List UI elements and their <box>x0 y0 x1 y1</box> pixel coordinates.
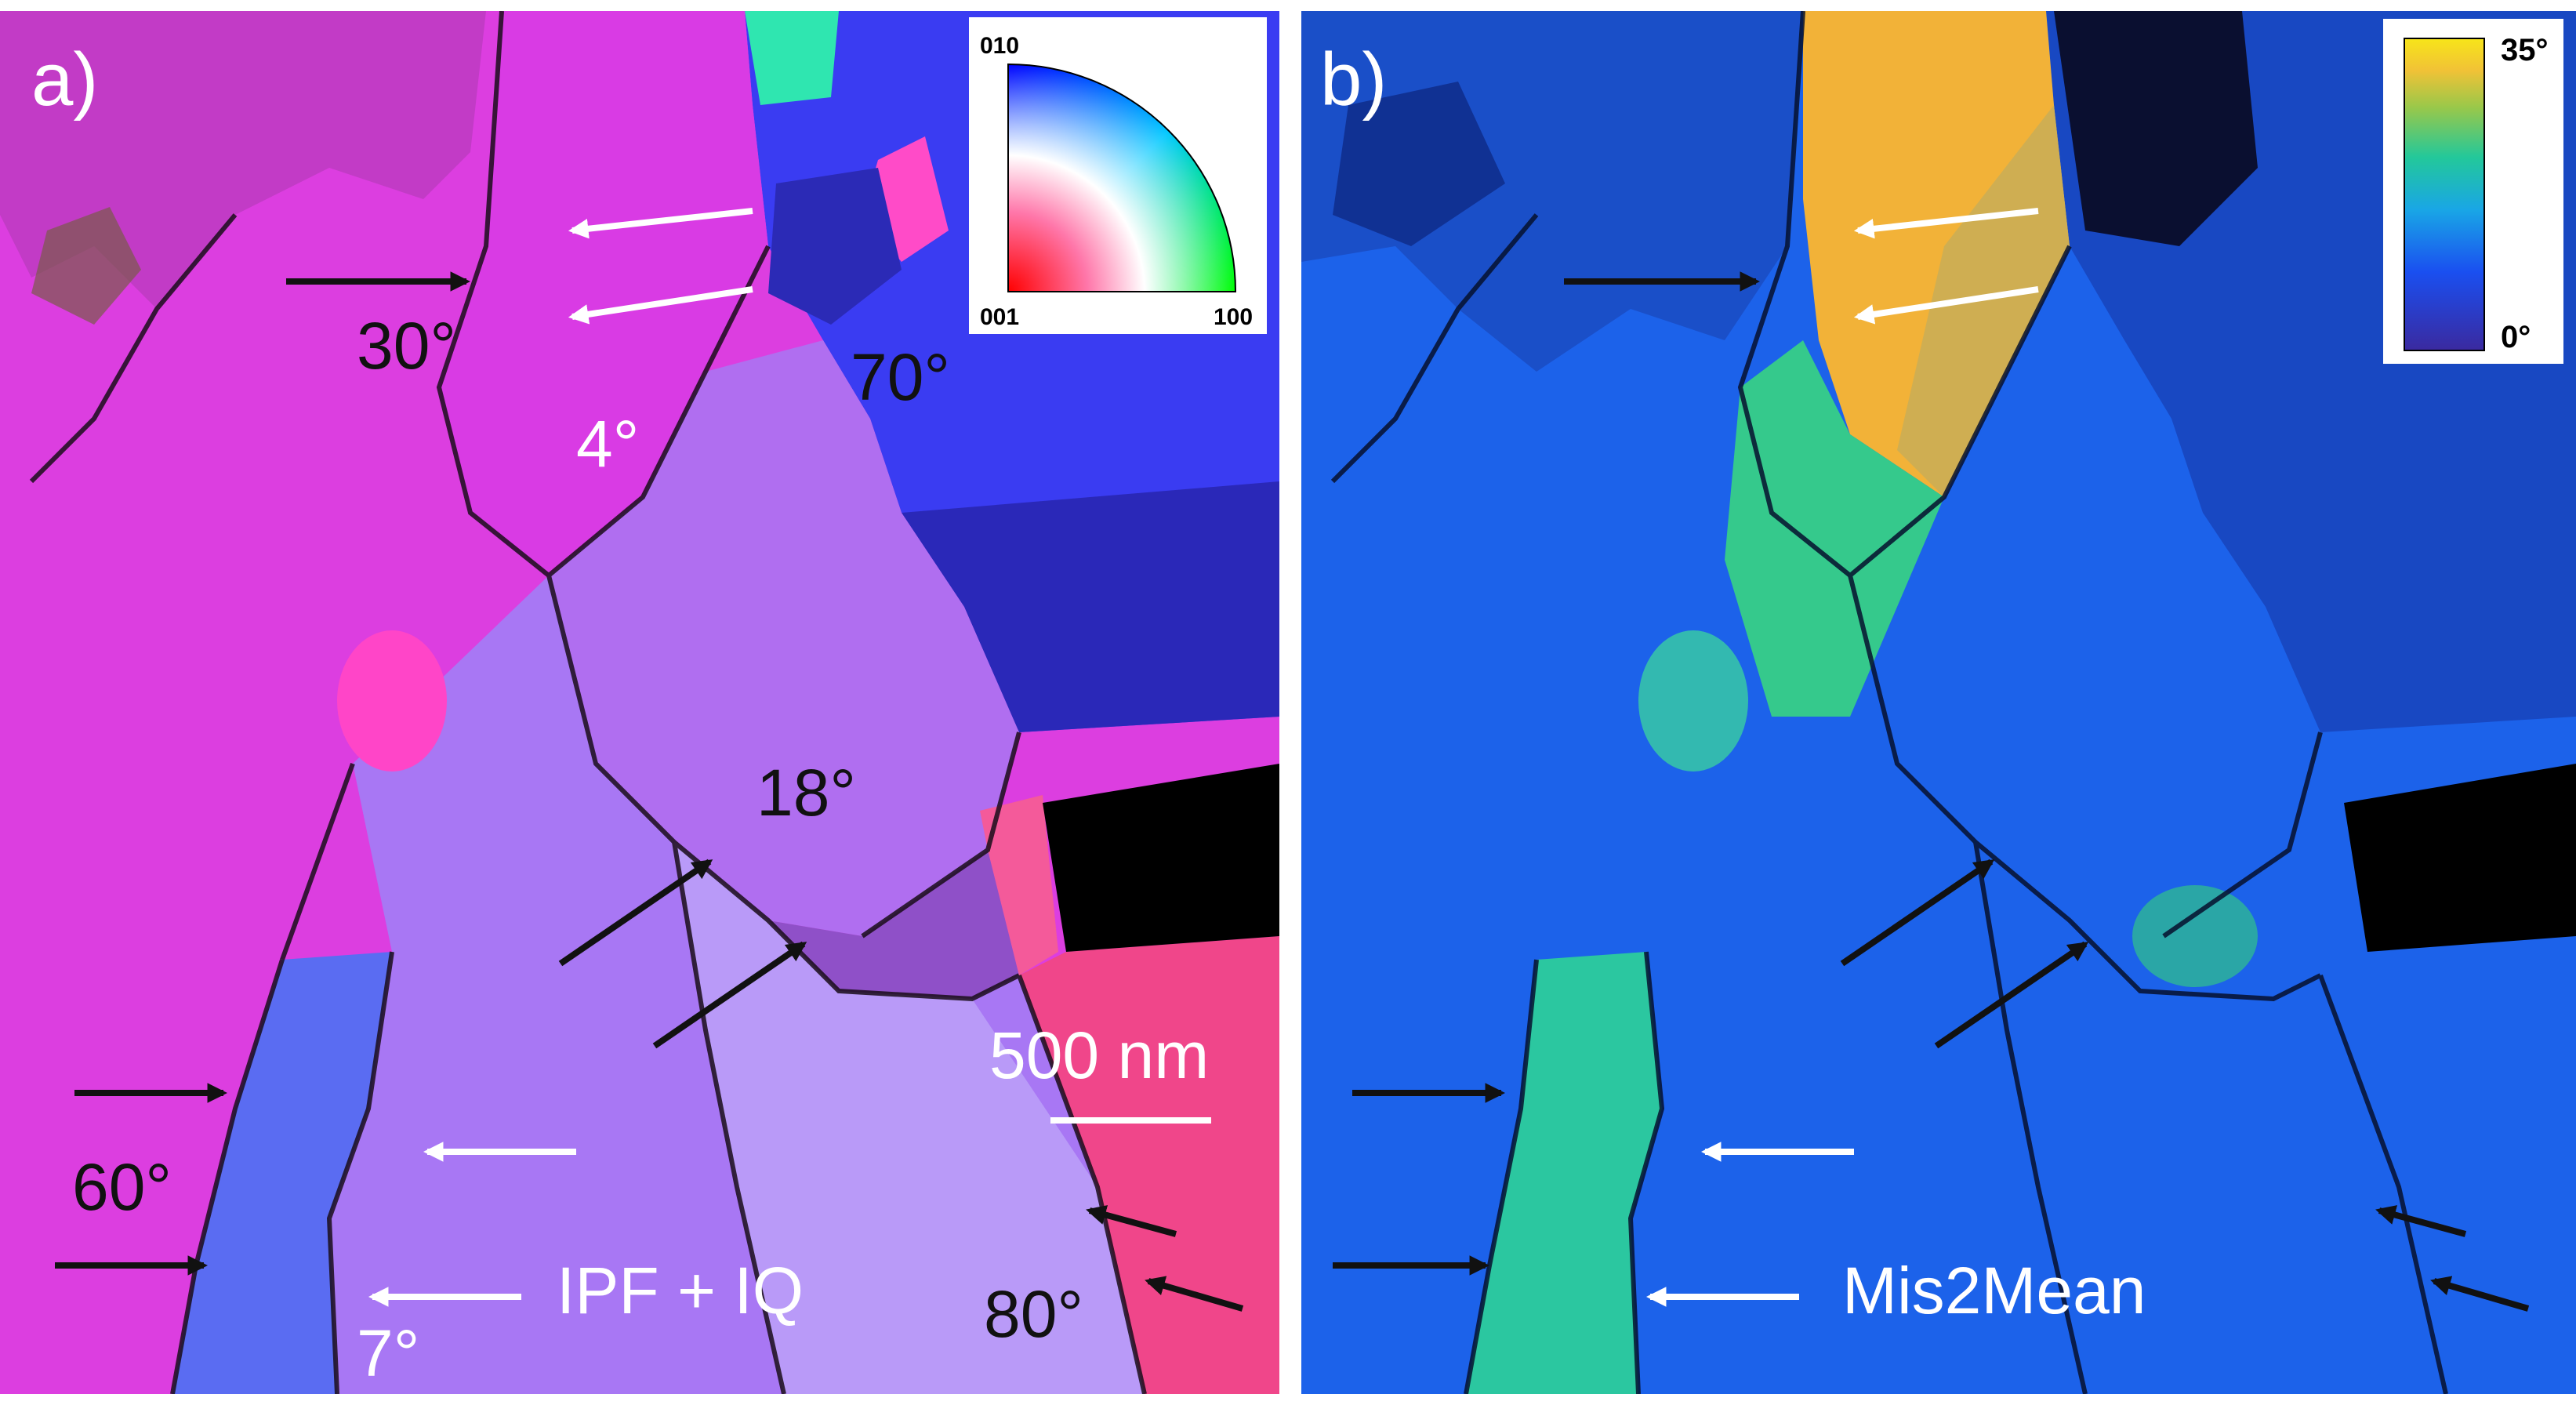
panel-b-label: b) <box>1320 38 1388 122</box>
ipf-triangle: 010 001 100 <box>980 33 1253 330</box>
angle-label: 18° <box>756 756 857 830</box>
panel-a-label: a) <box>31 38 99 122</box>
black-arrow <box>1086 1205 1177 1237</box>
black-arrow <box>652 941 807 1049</box>
colorbar-key: 35° 0° <box>2383 19 2563 364</box>
panel-a-caption: IPF + IQ <box>557 1254 804 1327</box>
white-arrow <box>568 208 753 239</box>
angle-label: 4° <box>576 407 640 481</box>
white-arrow <box>568 286 753 325</box>
colorbar-gradient <box>2404 38 2485 351</box>
legend-100: 100 <box>1214 304 1253 330</box>
ipf-color-key: 010 001 100 <box>969 17 1267 334</box>
angle-label: 70° <box>851 340 951 414</box>
black-arrow <box>2430 1276 2530 1312</box>
black-arrow <box>1934 941 2089 1049</box>
black-arrow <box>1145 1276 1244 1312</box>
panel-b-caption: Mis2Mean <box>1842 1254 2146 1327</box>
panel-a-ipf-map: a) 30° 4° 70° 18° 60° 7° 80° 500 nm IPF … <box>0 11 1279 1394</box>
black-arrow <box>1840 859 1995 967</box>
angle-label: 60° <box>72 1150 172 1224</box>
panel-b-mis2mean-map: b) Mis2Mean 35° 0° <box>1301 11 2576 1394</box>
angle-label: 7° <box>357 1316 420 1390</box>
black-arrow <box>558 859 713 967</box>
panel-a-arrows <box>55 208 1244 1312</box>
scale-bar-label: 500 nm <box>989 1018 1210 1092</box>
angle-label: 30° <box>357 309 457 383</box>
colorbar-min-label: 0° <box>2501 320 2531 354</box>
legend-010: 010 <box>980 33 1019 59</box>
black-arrow <box>2375 1205 2467 1237</box>
white-arrow <box>1853 286 2039 325</box>
angle-label: 80° <box>984 1277 1084 1351</box>
panel-b-arrows <box>1333 208 2530 1312</box>
white-arrow <box>1853 208 2039 239</box>
legend-001: 001 <box>980 304 1019 330</box>
colorbar-max-label: 35° <box>2501 33 2549 67</box>
